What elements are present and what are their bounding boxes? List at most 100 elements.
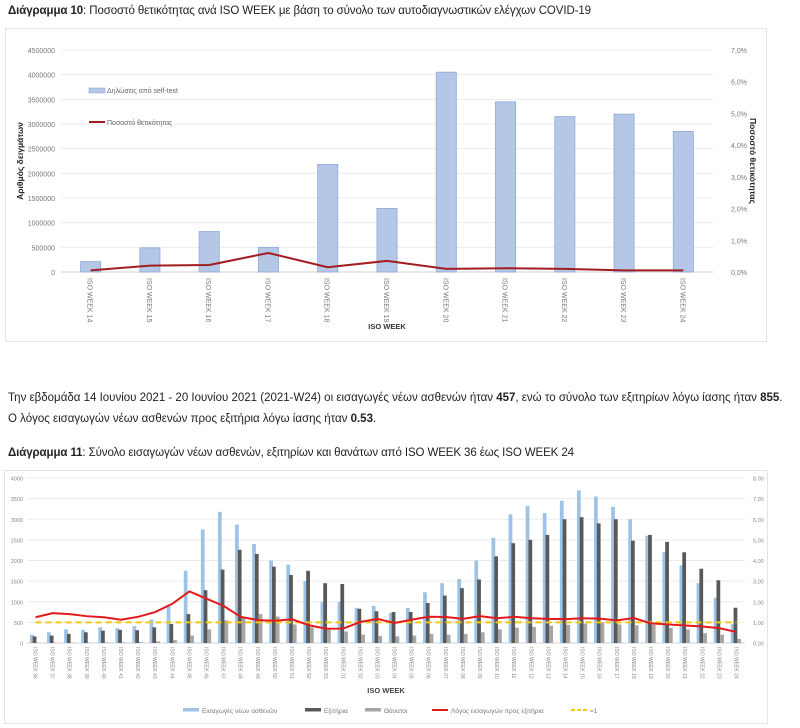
bar-discharges: [135, 630, 139, 643]
x-tick-label: ISO WEEK 49: [254, 647, 260, 679]
y-tick-label: 1500: [11, 580, 23, 586]
x-tick-label: ISO WEEK 14: [562, 647, 568, 679]
legend-swatch-admissions: [183, 708, 199, 712]
x-tick-label: ISO WEEK 05: [408, 647, 414, 679]
y2-tick-label: 8,00: [753, 477, 764, 483]
y-tick-label: 1000: [11, 600, 23, 606]
y2-tick-label: 1,00: [753, 621, 764, 627]
y-tick-label: 4000: [11, 477, 23, 483]
bar-discharges: [238, 550, 242, 643]
x-tick-label: ISO WEEK 38: [66, 647, 72, 679]
chart2-caption: Διάγραμμα 11: Σύνολο εισαγωγών νέων ασθε…: [8, 447, 574, 459]
bar-deaths: [122, 642, 126, 643]
x-tick-label: ISO WEEK 42: [134, 647, 140, 679]
x-tick-label: ISO WEEK 22: [560, 278, 567, 322]
paragraph-text-1: Την εβδομάδα 14 Ιουνίου 2021 - 20 Ιουνίο…: [8, 392, 496, 404]
bar-discharges: [563, 519, 567, 643]
bar-deaths: [652, 625, 656, 643]
bar-discharges: [699, 569, 703, 643]
bar-deaths: [344, 631, 348, 643]
x-tick-label: ISO WEEK 15: [579, 647, 585, 679]
y-tick-label: 500000: [32, 245, 55, 252]
x-tick-label: ISO WEEK 07: [442, 647, 448, 679]
x-tick-label: ISO WEEK 04: [391, 647, 397, 679]
bar-deaths: [430, 634, 434, 643]
bar-deaths: [669, 628, 673, 643]
bar-discharges: [357, 609, 361, 643]
y2-tick-label: 0,00: [753, 642, 764, 648]
y-tick-label: 3000: [11, 518, 23, 524]
chart2-caption-text: : Σύνολο εισαγωγών νέων ασθενών, εξιτηρί…: [82, 447, 574, 459]
x-tick-label: ISO WEEK 12: [527, 647, 533, 679]
bar-deaths: [310, 627, 314, 643]
y2-tick-label: 2,00: [753, 600, 764, 606]
x-tick-label: ISO WEEK 45: [185, 647, 191, 679]
x-tick-label: ISO WEEK 16: [204, 278, 211, 322]
y-tick-label: 2000: [11, 559, 23, 565]
x-tick-label: ISO WEEK 44: [168, 647, 174, 679]
bar-discharges: [392, 612, 396, 643]
x-tick-label: ISO WEEK 01: [339, 647, 345, 679]
legend-label-deaths: Θάνατοι: [384, 707, 408, 715]
y2-tick-label: 5,00: [753, 538, 764, 544]
bar-discharges: [614, 519, 618, 643]
y-tick-label: 3000000: [28, 122, 55, 129]
y-tick-label: 0: [20, 642, 23, 648]
y-tick-label: 4000000: [28, 73, 55, 80]
bar-deaths: [173, 640, 177, 643]
bar-deaths: [447, 635, 451, 643]
bar-discharges: [375, 611, 379, 643]
bar-discharges: [169, 624, 173, 643]
y2-tick-label: 4,00: [753, 559, 764, 565]
y-tick-label: 0: [51, 270, 55, 277]
y-tick-label: 3500000: [28, 97, 55, 104]
bar-discharges: [67, 634, 71, 643]
bar-deaths: [737, 639, 741, 643]
bar-deaths: [515, 628, 519, 643]
bar-discharges: [323, 583, 327, 643]
bar-discharges: [340, 584, 344, 643]
bar-self-test: [614, 114, 634, 272]
bar-self-test: [436, 72, 456, 272]
bar-deaths: [532, 627, 536, 643]
x-tick-label: ISO WEEK 20: [441, 278, 448, 322]
bar-deaths: [583, 624, 587, 643]
x-tick-label: ISO WEEK 36: [32, 647, 38, 679]
y-tick-label: 2000000: [28, 171, 55, 178]
bar-deaths: [601, 622, 605, 643]
x-tick-label: ISO WEEK 15: [145, 278, 152, 322]
y2-tick-label: 2,0%: [731, 207, 747, 214]
x-tick-label: ISO WEEK 18: [323, 278, 330, 322]
bar-discharges: [33, 636, 37, 643]
x-tick-label: ISO WEEK 50: [271, 647, 277, 679]
x-axis-title: ISO WEEK: [367, 686, 405, 695]
bar-self-test: [555, 117, 575, 272]
bar-discharges: [734, 608, 738, 643]
bar-discharges: [101, 631, 105, 643]
x-tick-label: ISO WEEK 09: [476, 647, 482, 679]
x-tick-label: ISO WEEK 13: [544, 647, 550, 679]
x-tick-label: ISO WEEK 21: [681, 647, 687, 679]
bar-deaths: [703, 633, 707, 643]
y-tick-label: 2500: [11, 538, 23, 544]
bar-discharges: [511, 543, 515, 643]
bar-deaths: [224, 620, 228, 643]
y-tick-label: 2500000: [28, 147, 55, 154]
y2-axis-title: Ποσοστό θετικότητας: [748, 118, 758, 204]
bar-self-test: [140, 248, 160, 272]
legend-swatch-discharges: [305, 708, 321, 712]
x-tick-label: ISO WEEK 21: [501, 278, 508, 322]
x-tick-label: ISO WEEK 17: [613, 647, 619, 679]
bar-discharges: [409, 612, 413, 643]
x-tick-label: ISO WEEK 52: [305, 647, 311, 679]
bar-self-test: [258, 247, 278, 272]
x-tick-label: ISO WEEK 02: [356, 647, 362, 679]
paragraph-text-4: .: [373, 413, 376, 425]
y-axis-title: Αριθμός δειγμάτων: [15, 122, 25, 200]
bar-deaths: [395, 636, 399, 643]
x-tick-label: ISO WEEK 18: [630, 647, 636, 679]
bar-discharges: [716, 580, 720, 643]
y-tick-label: 500: [14, 621, 23, 627]
